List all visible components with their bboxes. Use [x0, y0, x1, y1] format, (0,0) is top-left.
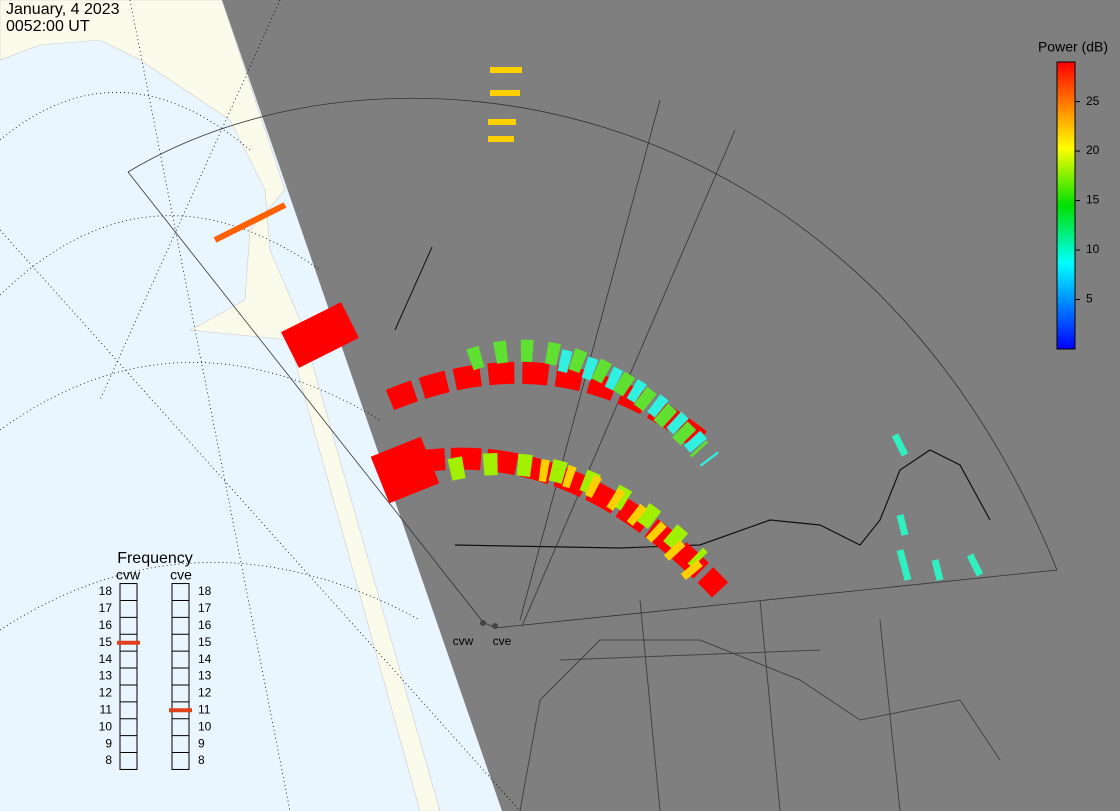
frequency-tick-label: 15: [99, 635, 113, 649]
graticule: [0, 0, 521, 811]
date: January, 4 2023: [6, 1, 120, 18]
radar-site: [492, 623, 498, 629]
colorbar-tick-label: 5: [1086, 292, 1093, 306]
frequency-tick-label: 14: [198, 652, 212, 666]
frequency-tick-label: 14: [99, 652, 113, 666]
radar-echoes: [213, 67, 984, 598]
frequency-tick-label: 8: [198, 753, 205, 767]
frequency-tick-label: 9: [105, 736, 112, 750]
colorbar-tick-label: 15: [1086, 193, 1100, 207]
frequency-tick-label: 12: [99, 686, 113, 700]
radar-label: cvw: [453, 634, 474, 648]
frequency-tick-label: 17: [198, 601, 212, 615]
radar-label: cve: [493, 634, 512, 648]
colorbar-title: Power (dB): [1038, 39, 1108, 55]
time: 0052:00 UT: [6, 18, 90, 35]
frequency-tick-label: 16: [198, 618, 212, 632]
colorbar-tick-label: 10: [1086, 242, 1100, 256]
colorbar-tick-label: 25: [1086, 94, 1100, 108]
frequency-tick-label: 18: [99, 584, 113, 598]
frequency-tick-label: 17: [99, 601, 113, 615]
frequency-title: Frequency: [117, 550, 193, 567]
frequency-tick-label: 13: [198, 669, 212, 683]
radar-name: cvw: [116, 567, 141, 583]
frequency-tick-label: 11: [100, 702, 113, 716]
radar-site: [480, 620, 486, 626]
frequency-tick-label: 10: [198, 719, 212, 733]
colorbar: [1056, 61, 1076, 350]
frequency-tick-label: 9: [198, 736, 205, 750]
frequency-tick-label: 12: [198, 686, 212, 700]
frequency-tick-label: 16: [99, 618, 113, 632]
frequency-tick-label: 8: [105, 753, 112, 767]
night-side: [222, 0, 1120, 811]
frequency-tick-label: 15: [198, 635, 212, 649]
frequency-tick-label: 11: [198, 702, 211, 716]
colorbar-tick-label: 20: [1086, 143, 1100, 157]
radar-name: cve: [170, 567, 192, 583]
frequency-tick-label: 10: [99, 719, 113, 733]
frequency-tick-label: 13: [99, 669, 113, 683]
frequency-tick-label: 18: [198, 584, 212, 598]
land: [0, 0, 441, 811]
